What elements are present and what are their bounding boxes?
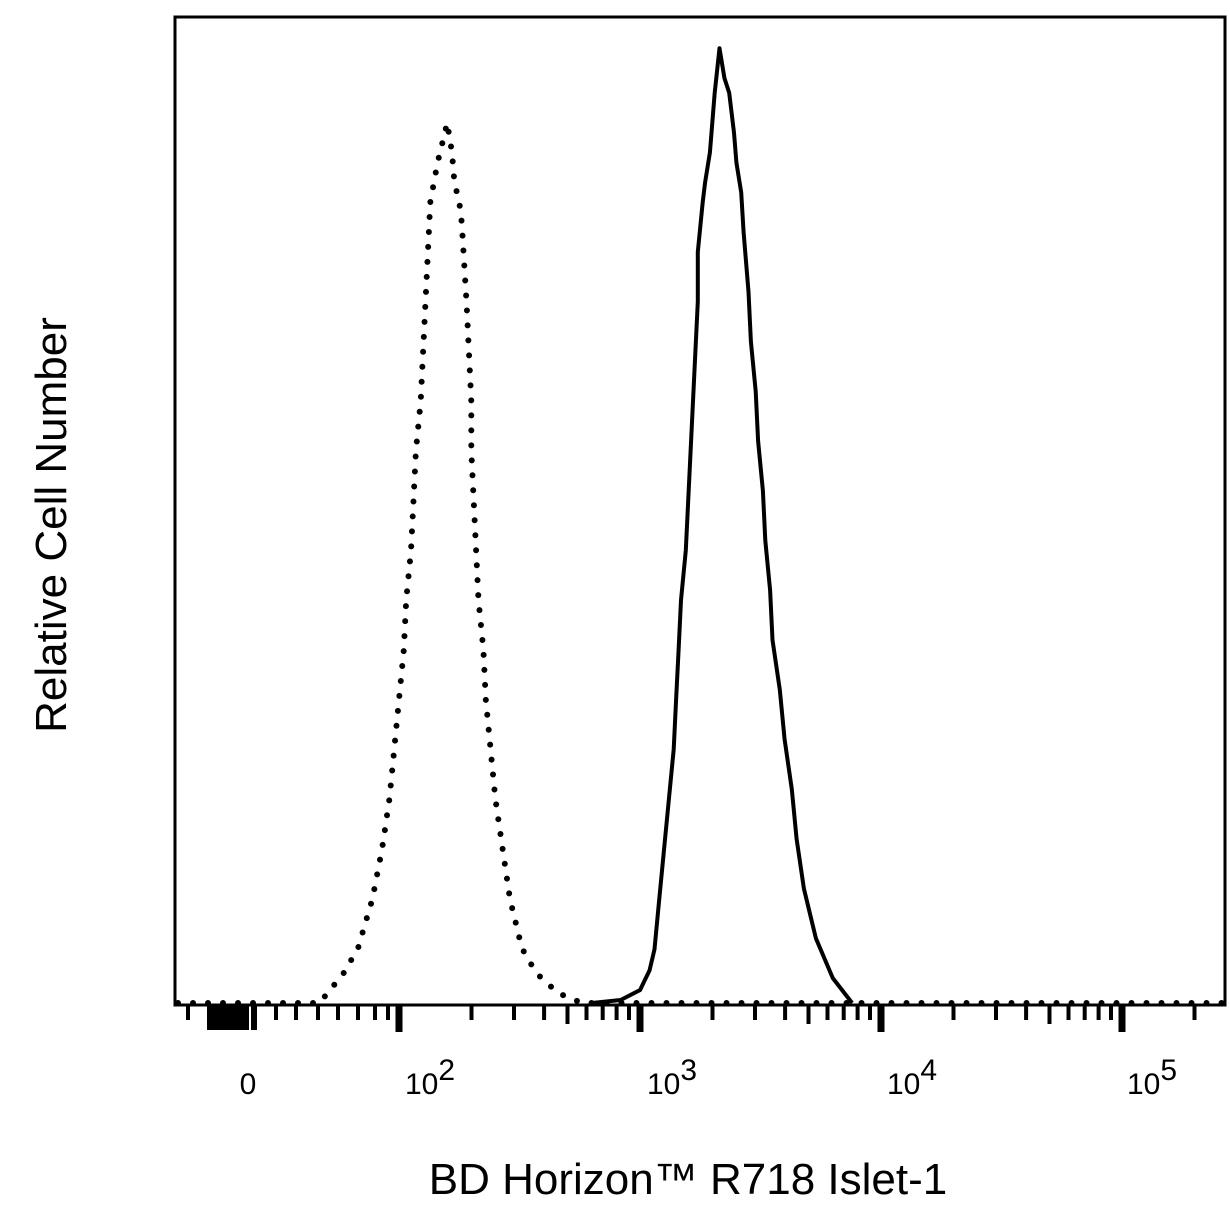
x-tick [600,1006,605,1020]
x-tick [1024,1006,1029,1020]
x-tick [356,1006,360,1020]
x-tick [386,1006,390,1020]
x-tick [994,1006,998,1020]
tick-base: 10 [404,1068,439,1101]
x-tick-label-0: 0 [240,1068,257,1102]
x-tick [855,1006,860,1020]
x-tick [542,1006,547,1020]
x-tick [1192,1006,1197,1020]
plot-frame [173,15,1227,1007]
tick-exponent: 3 [680,1054,698,1087]
x-tick-label-1e5: 105 [1126,1054,1177,1102]
x-tick [877,1006,885,1032]
x-tick [1096,1006,1101,1020]
tick-exponent: 2 [438,1054,456,1087]
x-tick [243,1006,249,1030]
x-tick [512,1006,516,1020]
x-tick-label-1e4: 104 [886,1054,937,1102]
x-tick [1066,1006,1071,1020]
x-tick [1047,1006,1052,1024]
x-tick [237,1006,243,1030]
x-tick [584,1006,589,1020]
x-tick-label-1e2: 102 [404,1054,455,1102]
x-tick [213,1006,219,1030]
x-tick-label-1e3: 103 [646,1054,697,1102]
x-tick [1082,1006,1087,1020]
x-tick [251,1006,257,1030]
x-tick [231,1006,237,1030]
x-tick [565,1006,570,1024]
tick-base: 10 [646,1068,681,1101]
x-axis-ticks [186,1006,1197,1032]
isotype-control-curve [175,122,1225,1006]
x-tick [627,1006,631,1020]
x-tick [1109,1006,1113,1020]
tick-exponent: 4 [920,1054,938,1087]
x-tick [841,1006,846,1020]
x-tick [783,1006,788,1020]
tick-text: 0 [239,1068,257,1101]
x-tick [951,1006,956,1020]
x-tick [753,1006,757,1020]
x-tick [806,1006,811,1024]
x-tick [710,1006,715,1020]
x-tick [1118,1006,1126,1032]
x-tick [373,1006,377,1020]
x-axis-label: BD Horizon™ R718 Islet-1 [428,1155,948,1204]
tick-base: 10 [1126,1068,1161,1101]
x-tick [636,1006,644,1032]
tick-base: 10 [886,1068,921,1101]
x-tick [614,1006,619,1020]
x-tick [186,1006,190,1020]
x-tick [469,1006,474,1020]
tick-exponent: 5 [1160,1054,1178,1087]
islet1-stained-curve [591,46,854,1005]
x-tick [868,1006,872,1020]
x-tick [207,1006,213,1030]
x-tick [274,1006,278,1020]
x-tick [294,1006,298,1020]
y-axis-label: Relative Cell Number [27,317,76,733]
x-tick [825,1006,830,1020]
x-tick [225,1006,231,1030]
x-tick [395,1006,403,1032]
x-tick [316,1006,320,1020]
x-tick [219,1006,225,1030]
x-tick [336,1006,340,1020]
